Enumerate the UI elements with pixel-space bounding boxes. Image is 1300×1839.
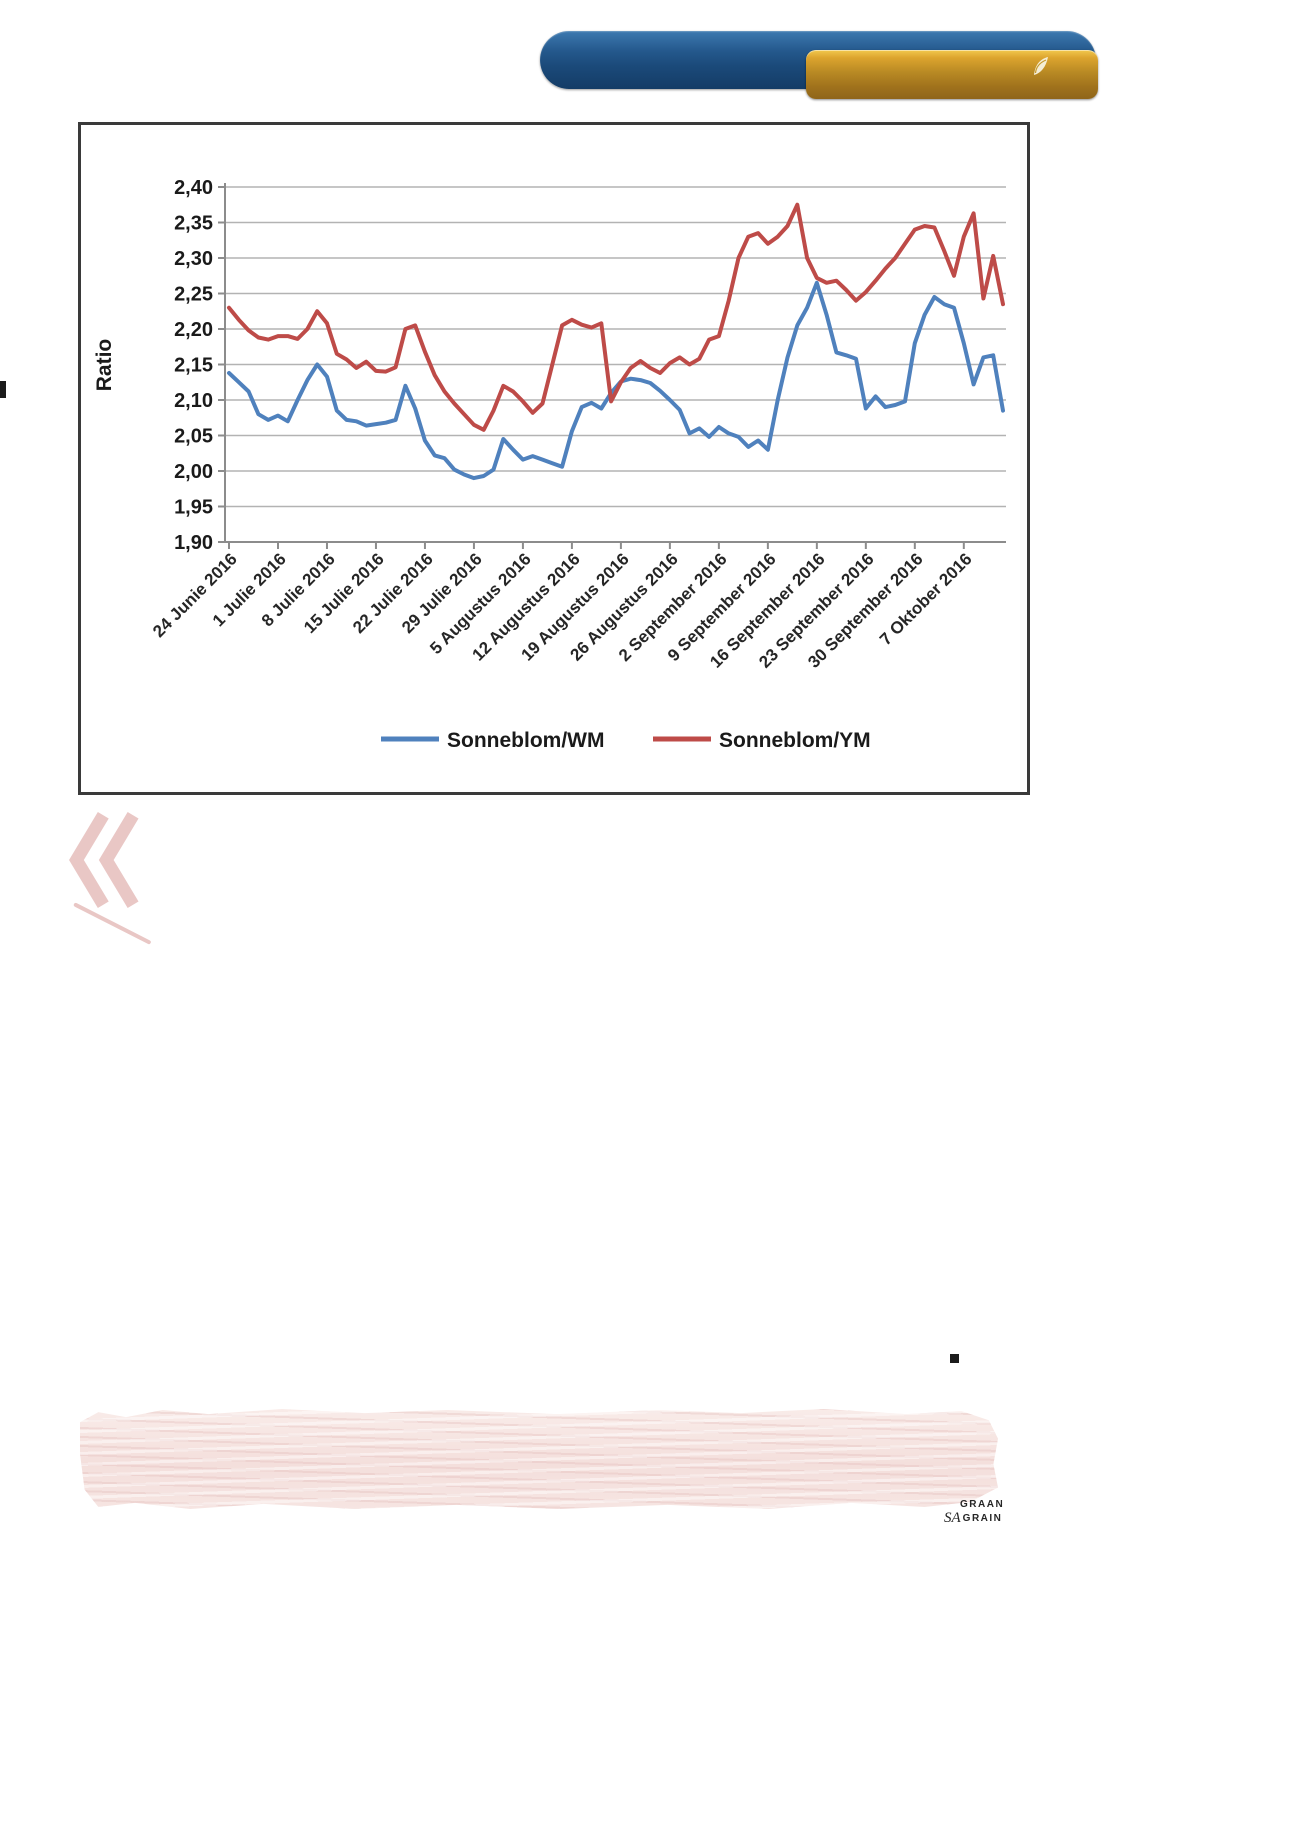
ratio-chart-frame: 2,40 2,35 2,30 2,25 2,20 2,15 2,10 2,05 2,00 1,95… — [78, 122, 1030, 795]
grain-sa-logo-top-text: GRAAN — [960, 1499, 1005, 1510]
grain-sa-logo-sa-text: SA — [944, 1510, 961, 1526]
svg-text:2,35: 2,35 — [174, 213, 213, 235]
header-banner-gold — [806, 50, 1098, 99]
svg-text:2,05: 2,05 — [174, 426, 213, 448]
svg-text:2,15: 2,15 — [174, 355, 213, 377]
pink-chevrons-icon — [66, 798, 148, 922]
svg-text:24 Junie 2016: 24 Junie 2016 — [149, 549, 241, 641]
svg-text:2,10: 2,10 — [174, 390, 213, 412]
svg-text:Ratio: Ratio — [93, 339, 116, 392]
grain-sa-logo: GRAAN SA GRAIN — [944, 1500, 1028, 1526]
svg-text:2,40: 2,40 — [174, 177, 213, 199]
ratio-line-chart: 2,40 2,35 2,30 2,25 2,20 2,15 2,10 2,05 2,00 1,95… — [93, 177, 1006, 752]
svg-text:2,00: 2,00 — [174, 461, 213, 483]
grain-sa-swoosh-icon — [1026, 53, 1054, 81]
svg-text:Sonneblom/YM: Sonneblom/YM — [719, 729, 871, 752]
svg-text:2,25: 2,25 — [174, 284, 213, 306]
black-square-bullet — [950, 1354, 959, 1363]
svg-text:1,90: 1,90 — [174, 532, 213, 554]
svg-text:1,95: 1,95 — [174, 497, 213, 519]
svg-text:Sonneblom/WM: Sonneblom/WM — [447, 729, 604, 752]
svg-text:2,20: 2,20 — [174, 319, 213, 341]
pink-texture-band — [80, 1409, 998, 1509]
page-edge-mark — [0, 381, 6, 398]
svg-text:7 Oktober 2016: 7 Oktober 2016 — [876, 549, 976, 649]
svg-text:2,30: 2,30 — [174, 248, 213, 270]
grain-sa-logo-bottom-text: GRAIN — [962, 1512, 1003, 1524]
